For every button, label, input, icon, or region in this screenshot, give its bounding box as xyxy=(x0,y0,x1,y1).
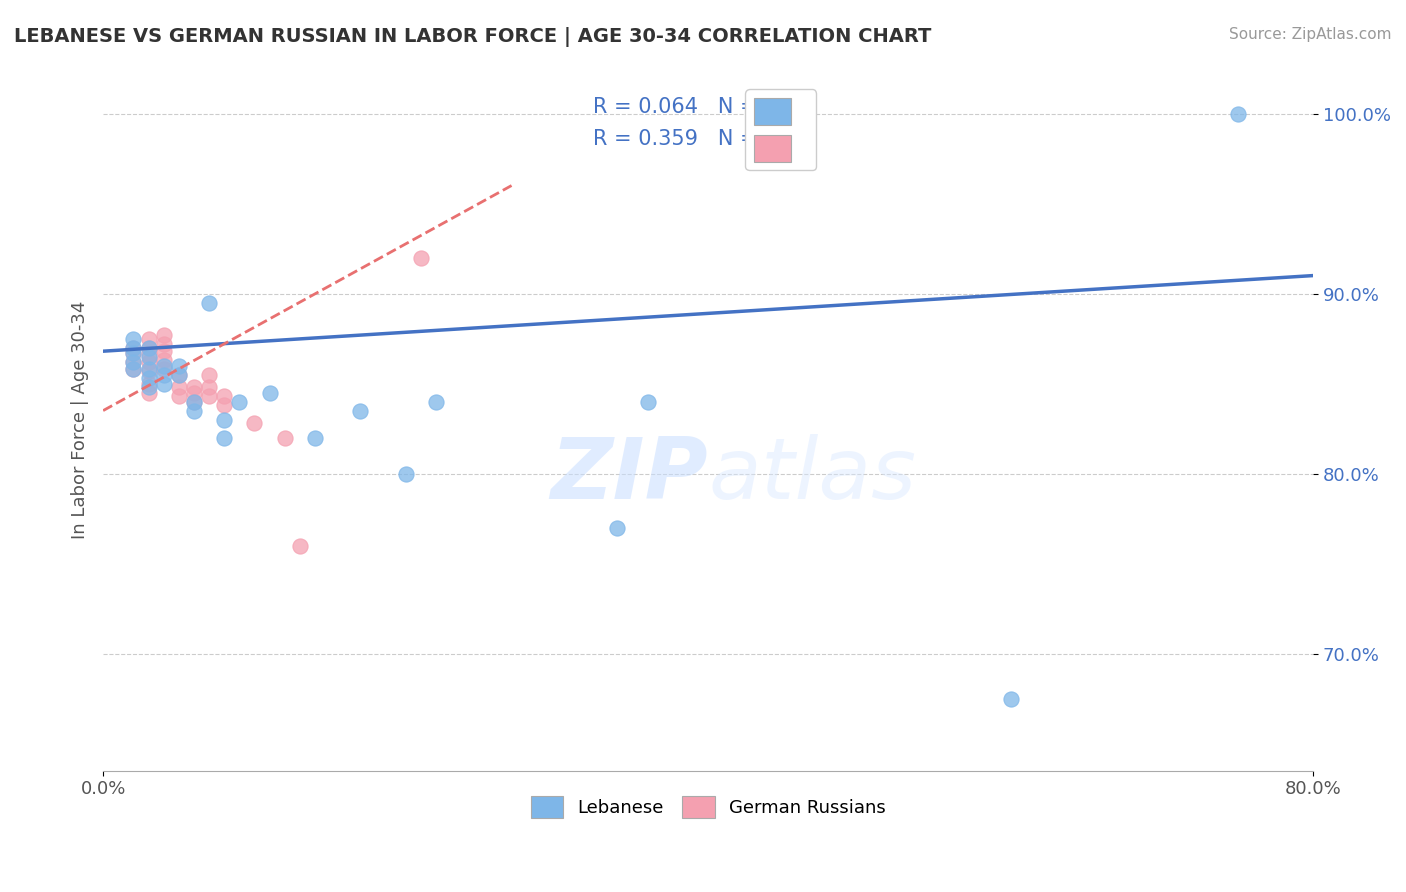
Point xyxy=(167,368,190,382)
Point xyxy=(212,398,235,412)
Point xyxy=(152,328,174,343)
Point xyxy=(152,344,174,359)
Point xyxy=(198,368,221,382)
Point xyxy=(606,521,628,535)
Point xyxy=(1226,106,1249,120)
Point xyxy=(228,394,250,409)
Point xyxy=(259,385,281,400)
Point xyxy=(243,416,266,430)
Point xyxy=(167,359,190,373)
Point xyxy=(138,350,160,364)
Point xyxy=(167,389,190,403)
Point xyxy=(152,368,174,382)
Point xyxy=(138,332,160,346)
Point xyxy=(122,346,145,360)
Point xyxy=(138,371,160,385)
Text: atlas: atlas xyxy=(709,434,917,517)
Point xyxy=(273,431,295,445)
Point xyxy=(122,362,145,376)
Text: Source: ZipAtlas.com: Source: ZipAtlas.com xyxy=(1229,27,1392,42)
Point xyxy=(152,353,174,368)
Point xyxy=(212,431,235,445)
Legend: Lebanese, German Russians: Lebanese, German Russians xyxy=(523,789,893,825)
Point xyxy=(138,380,160,394)
Text: ZIP: ZIP xyxy=(551,434,709,517)
Point xyxy=(138,376,160,391)
Text: R = 0.359   N =  31: R = 0.359 N = 31 xyxy=(593,128,797,149)
Text: LEBANESE VS GERMAN RUSSIAN IN LABOR FORCE | AGE 30-34 CORRELATION CHART: LEBANESE VS GERMAN RUSSIAN IN LABOR FORC… xyxy=(14,27,931,46)
Point xyxy=(183,403,205,417)
Point xyxy=(138,364,160,378)
Point xyxy=(198,295,221,310)
Point xyxy=(152,376,174,391)
Point xyxy=(122,332,145,346)
Point xyxy=(425,394,447,409)
Point xyxy=(395,467,418,481)
Point xyxy=(1000,691,1022,706)
Point xyxy=(122,355,145,369)
Point xyxy=(183,394,205,409)
Point xyxy=(138,362,160,376)
Point xyxy=(152,337,174,351)
Point xyxy=(198,380,221,394)
Point xyxy=(138,341,160,355)
Point xyxy=(212,389,235,403)
Y-axis label: In Labor Force | Age 30-34: In Labor Force | Age 30-34 xyxy=(72,301,89,539)
Point xyxy=(349,403,371,417)
Text: R = 0.064   N = 30: R = 0.064 N = 30 xyxy=(593,97,792,117)
Point xyxy=(409,251,432,265)
Point xyxy=(183,380,205,394)
Point xyxy=(138,341,160,355)
Point xyxy=(122,362,145,376)
Point xyxy=(288,539,311,553)
Point xyxy=(637,394,659,409)
Point xyxy=(138,355,160,369)
Point xyxy=(138,348,160,362)
Point xyxy=(152,362,174,376)
Point xyxy=(122,355,145,369)
Point xyxy=(122,341,145,355)
Point xyxy=(122,341,145,355)
Point xyxy=(183,394,205,409)
Point xyxy=(138,385,160,400)
Point xyxy=(152,359,174,373)
Point xyxy=(122,346,145,360)
Point xyxy=(198,389,221,403)
Point xyxy=(183,385,205,400)
Point xyxy=(167,368,190,382)
Point xyxy=(212,412,235,426)
Point xyxy=(304,431,326,445)
Point xyxy=(167,380,190,394)
